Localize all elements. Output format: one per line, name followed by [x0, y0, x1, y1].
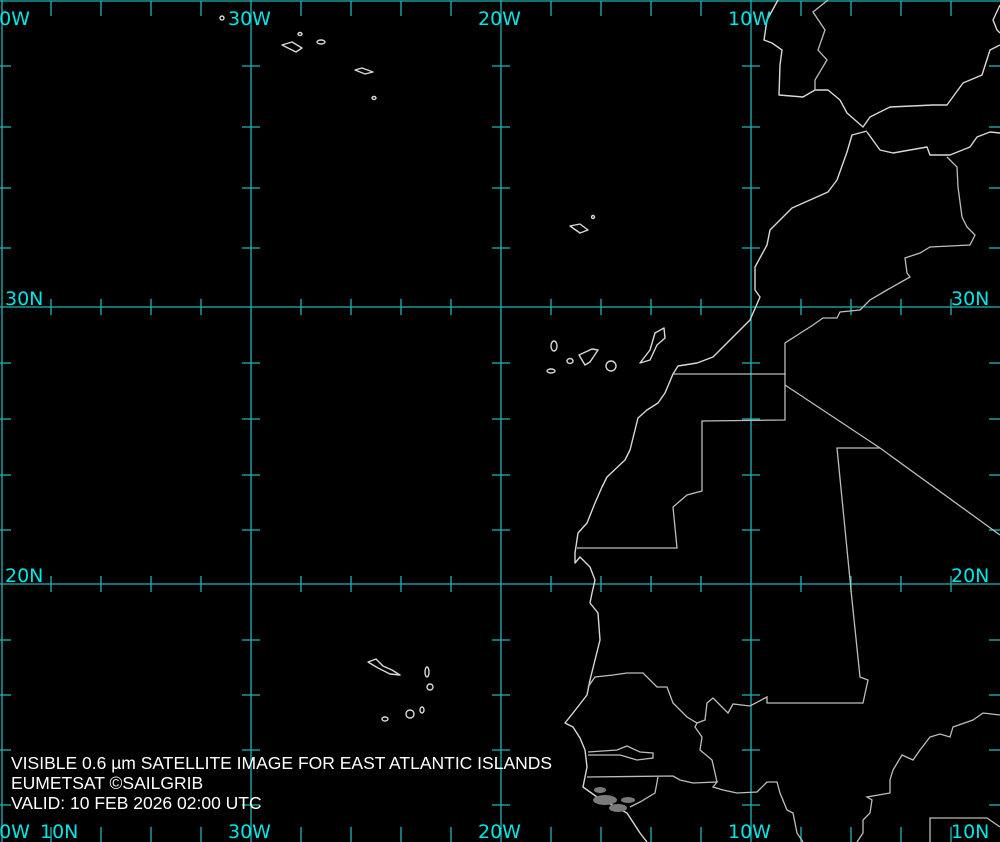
label-right-30n: 30N — [951, 288, 989, 310]
label-left-30n: 30N — [5, 288, 43, 310]
border-bottom-right — [929, 817, 1000, 842]
iberia-coast — [763, 0, 1000, 128]
label-top-40w: 40W — [0, 8, 30, 30]
guinea-bissau-archipelago — [593, 787, 635, 812]
label-bottom-30w: 30W — [228, 821, 271, 842]
canary-islands — [546, 327, 666, 374]
portugal-spain-border — [812, 0, 829, 90]
label-left-20n: 20N — [5, 565, 43, 587]
mali-east-border — [856, 712, 1000, 842]
label-right-10n: 10N — [951, 821, 989, 842]
grid-labels: 40W 30W 20W 10W 30N 30N 20N 20N 40W 30W … — [0, 8, 989, 842]
label-top-10w: 10W — [728, 8, 771, 30]
label-bottom-10w: 10W — [728, 821, 771, 842]
mediterranean-coast-ne — [992, 4, 1000, 34]
madeira-islands — [569, 214, 596, 234]
label-left-10n: 10N — [40, 821, 78, 842]
coastlines — [219, 0, 1000, 842]
algeria-mauritania-mali-border — [784, 384, 1000, 536]
senegal-mali-border — [694, 722, 718, 783]
morocco-wsahara-coast — [564, 130, 868, 842]
credit-text: EUMETSAT ©SAILGRIB — [11, 773, 204, 793]
label-right-20n: 20N — [951, 565, 989, 587]
cape-verde-islands — [367, 658, 434, 722]
valid-time: VALID: 10 FEB 2026 02:00 UTC — [11, 793, 262, 813]
guinea-bissau-guinea-border — [629, 776, 659, 808]
guinea-bissau-senegal-border — [586, 775, 804, 842]
label-bottom-20w: 20W — [478, 821, 521, 842]
label-top-30w: 30W — [228, 8, 271, 30]
gambia-outline — [587, 745, 654, 761]
label-bottom-40w: 40W — [0, 821, 30, 842]
product-title: VISIBLE 0.6 µm SATELLITE IMAGE FOR EAST … — [11, 753, 553, 773]
mauritania-mali-border — [587, 447, 880, 724]
azores-islands — [219, 15, 377, 101]
label-top-20w: 20W — [478, 8, 521, 30]
algeria-coast — [866, 131, 1000, 156]
morocco-algeria-border — [784, 156, 976, 375]
western-sahara-north-border — [577, 373, 786, 549]
